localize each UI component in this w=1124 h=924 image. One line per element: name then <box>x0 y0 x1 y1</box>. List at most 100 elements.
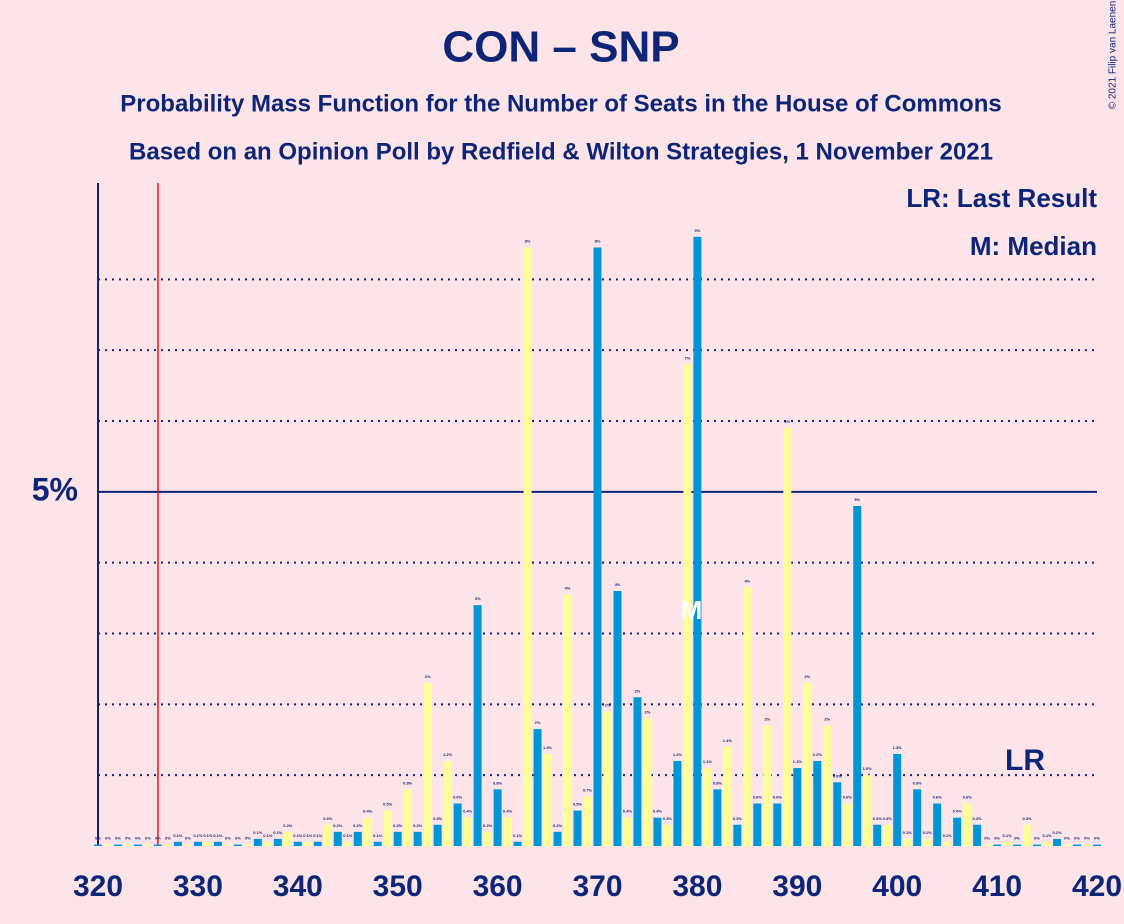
data-label: 0.2% <box>283 823 293 828</box>
bar <box>593 247 602 847</box>
data-label: 0.3% <box>323 816 333 821</box>
data-label: 0.3% <box>873 816 883 821</box>
bar <box>1053 838 1062 846</box>
data-label: 0.2% <box>553 823 563 828</box>
x-tick-label: 330 <box>173 870 223 903</box>
bar <box>653 817 662 846</box>
bar <box>473 605 482 846</box>
bar <box>773 803 782 846</box>
bar <box>963 803 972 846</box>
data-label: 8% <box>525 239 531 244</box>
bar <box>273 838 282 846</box>
bar <box>1093 844 1101 846</box>
bar <box>173 841 182 846</box>
bar <box>103 844 112 846</box>
bar <box>873 824 882 846</box>
bar <box>1003 841 1012 846</box>
x-tick-label: 360 <box>473 870 523 903</box>
data-label: 0.6% <box>963 795 973 800</box>
legend-note: LR: Last Result <box>906 183 1097 213</box>
data-label: 0% <box>155 836 161 841</box>
data-label: 0% <box>235 836 241 841</box>
data-label: 0.3% <box>973 816 983 821</box>
bar <box>613 591 622 846</box>
data-label: 0.3% <box>733 816 743 821</box>
bar <box>223 844 232 846</box>
bar <box>313 841 322 846</box>
data-label: 0% <box>185 836 191 841</box>
bar <box>573 810 582 846</box>
copyright: © 2021 Filip van Laenen <box>1108 1 1119 110</box>
x-tick-label: 350 <box>373 870 423 903</box>
bar <box>193 841 202 846</box>
data-label: 2% <box>425 674 431 679</box>
data-label: 0% <box>994 836 1000 841</box>
bar <box>463 817 472 846</box>
chart-title: CON – SNP <box>442 23 679 72</box>
data-label: 0% <box>125 836 131 841</box>
bar <box>143 844 152 846</box>
data-label: 0.2% <box>353 823 363 828</box>
data-label: 0.4% <box>623 809 633 814</box>
data-label: 0% <box>1014 836 1020 841</box>
bar <box>233 844 242 846</box>
data-label: 0.3% <box>1023 816 1033 821</box>
bar <box>283 831 292 846</box>
data-label: 2% <box>535 720 541 725</box>
x-tick-label: 420 <box>1072 870 1122 903</box>
x-tick-label: 380 <box>672 870 722 903</box>
bar <box>623 817 632 846</box>
bar <box>583 796 592 846</box>
data-label: 0.1% <box>273 830 283 835</box>
bar <box>383 810 392 846</box>
data-label: 0.2% <box>393 823 403 828</box>
bar <box>983 844 992 846</box>
data-label: 1.3% <box>543 745 553 750</box>
bar <box>293 841 302 846</box>
data-label: 0% <box>245 836 251 841</box>
data-label: 0.1% <box>923 830 933 835</box>
data-label: 0.1% <box>193 833 203 838</box>
bar <box>323 824 332 846</box>
x-tick-label: 390 <box>772 870 822 903</box>
data-label: 2% <box>635 688 641 693</box>
bar <box>94 844 102 846</box>
bar <box>1043 841 1052 846</box>
bar <box>803 683 812 846</box>
data-label: 0.1% <box>253 830 263 835</box>
data-label: 0.9% <box>833 773 843 778</box>
bar <box>813 761 822 846</box>
bar <box>153 844 162 846</box>
data-label: 0% <box>1084 836 1090 841</box>
bar <box>343 841 352 846</box>
bar <box>923 838 932 846</box>
bar <box>743 587 752 846</box>
bar <box>843 803 852 846</box>
bar <box>253 838 262 846</box>
bar <box>1013 844 1022 846</box>
bar <box>303 841 312 846</box>
data-label: 0.8% <box>713 780 723 785</box>
bar <box>393 831 402 846</box>
legend-note: M: Median <box>970 231 1097 261</box>
data-label: 2% <box>764 717 770 722</box>
data-label: 0.3% <box>663 816 673 821</box>
data-label: 0% <box>1064 836 1070 841</box>
bar <box>1083 844 1092 846</box>
bar <box>603 711 612 846</box>
bar <box>883 824 892 846</box>
data-label: 0% <box>1094 836 1100 841</box>
data-label: 0.2% <box>483 823 493 828</box>
x-tick-label: 370 <box>572 870 622 903</box>
bar <box>353 831 362 846</box>
data-label: 1.2% <box>673 752 683 757</box>
data-label: 1.1% <box>793 759 803 764</box>
bar <box>513 841 522 846</box>
bar <box>553 831 562 846</box>
data-label: 0% <box>1074 836 1080 841</box>
bar <box>953 817 962 846</box>
bar <box>713 789 722 846</box>
data-label: 0% <box>135 836 141 841</box>
data-label: 0.6% <box>933 795 943 800</box>
bar <box>673 761 682 846</box>
